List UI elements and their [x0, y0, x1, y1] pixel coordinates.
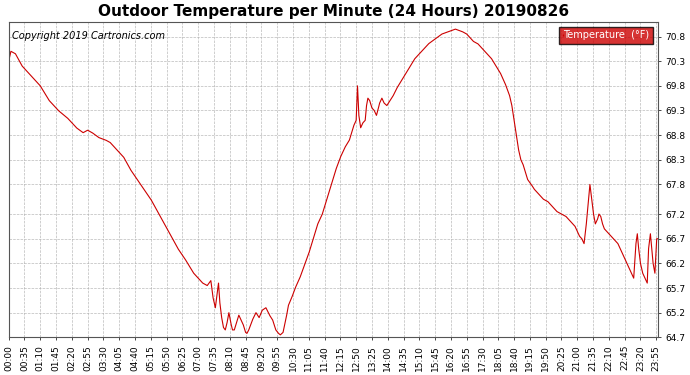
Legend: Temperature  (°F): Temperature (°F) [560, 27, 653, 44]
Text: Copyright 2019 Cartronics.com: Copyright 2019 Cartronics.com [12, 31, 165, 41]
Title: Outdoor Temperature per Minute (24 Hours) 20190826: Outdoor Temperature per Minute (24 Hours… [98, 4, 569, 19]
